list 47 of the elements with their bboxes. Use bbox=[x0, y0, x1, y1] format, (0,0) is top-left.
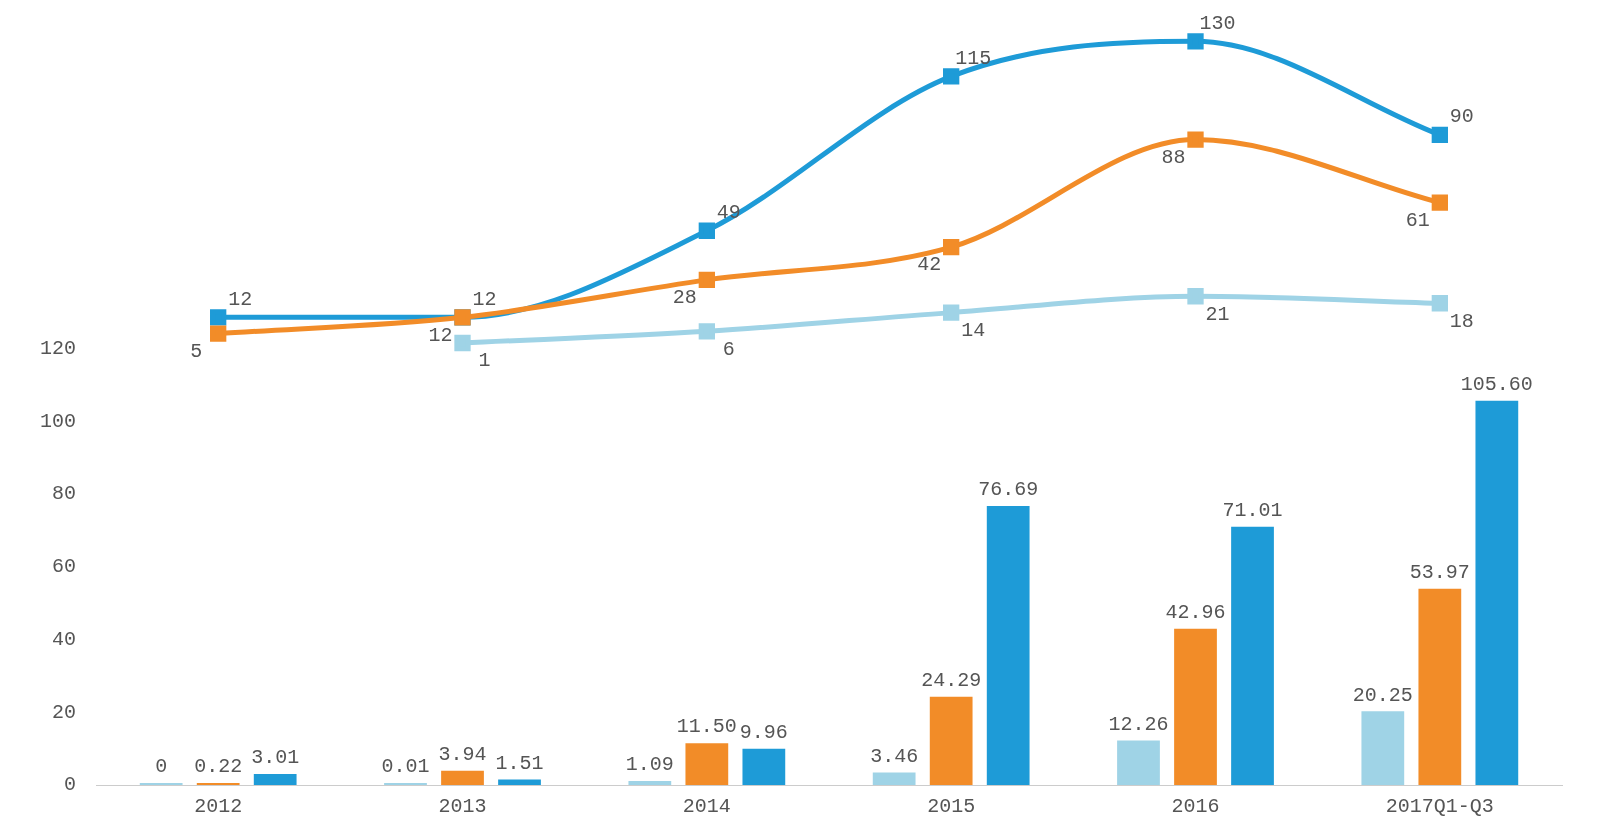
data-label: 28 bbox=[672, 286, 697, 310]
data-label: 42 bbox=[917, 253, 942, 277]
data-label: 20.25 bbox=[1352, 683, 1413, 707]
data-label: 1 bbox=[478, 349, 491, 373]
data-label: 12 bbox=[472, 287, 497, 311]
data-label: 9.96 bbox=[739, 721, 788, 745]
data-label: 53.97 bbox=[1409, 560, 1470, 584]
data-label: 1.51 bbox=[495, 751, 544, 775]
data-label: 0.22 bbox=[194, 755, 243, 779]
data-label: 3.94 bbox=[438, 742, 487, 766]
x-tick-label: 2013 bbox=[438, 795, 487, 819]
y-tick-label: 80 bbox=[51, 482, 77, 506]
data-label: 105.60 bbox=[1460, 373, 1533, 397]
data-label: 3.01 bbox=[251, 746, 300, 770]
y-tick-label: 20 bbox=[51, 700, 77, 724]
data-label: 24.29 bbox=[921, 668, 982, 692]
data-label: 88 bbox=[1161, 145, 1186, 169]
y-tick-label: 60 bbox=[51, 555, 77, 579]
data-label: 21 bbox=[1205, 302, 1230, 326]
data-label: 5 bbox=[190, 339, 203, 363]
x-tick-label: 2017Q1-Q3 bbox=[1385, 795, 1494, 819]
x-tick-label: 2016 bbox=[1171, 795, 1220, 819]
data-label: 12.26 bbox=[1108, 712, 1169, 736]
data-label: 115 bbox=[955, 46, 992, 70]
data-label: 71.01 bbox=[1222, 498, 1283, 522]
x-tick-label: 2015 bbox=[927, 795, 976, 819]
data-label: 0.01 bbox=[381, 755, 430, 779]
data-label: 12 bbox=[228, 287, 253, 311]
data-label: 12 bbox=[428, 323, 453, 347]
data-label: 0 bbox=[155, 755, 168, 779]
data-label: 3.46 bbox=[870, 744, 919, 768]
data-label: 130 bbox=[1199, 11, 1236, 35]
y-tick-label: 100 bbox=[39, 409, 77, 433]
y-tick-label: 0 bbox=[63, 773, 77, 797]
y-tick-label: 40 bbox=[51, 627, 77, 651]
data-label: 18 bbox=[1449, 309, 1474, 333]
data-label: 6 bbox=[722, 337, 735, 361]
data-label: 1.09 bbox=[625, 753, 674, 777]
data-label: 61 bbox=[1405, 209, 1430, 233]
y-tick-label: 120 bbox=[39, 336, 77, 360]
data-label: 11.50 bbox=[676, 715, 737, 739]
data-label: 90 bbox=[1449, 105, 1474, 129]
x-tick-label: 2014 bbox=[682, 795, 731, 819]
data-label: 42.96 bbox=[1165, 601, 1226, 625]
x-tick-label: 2012 bbox=[194, 795, 243, 819]
data-label: 76.69 bbox=[978, 478, 1039, 502]
data-label: 14 bbox=[961, 318, 986, 342]
